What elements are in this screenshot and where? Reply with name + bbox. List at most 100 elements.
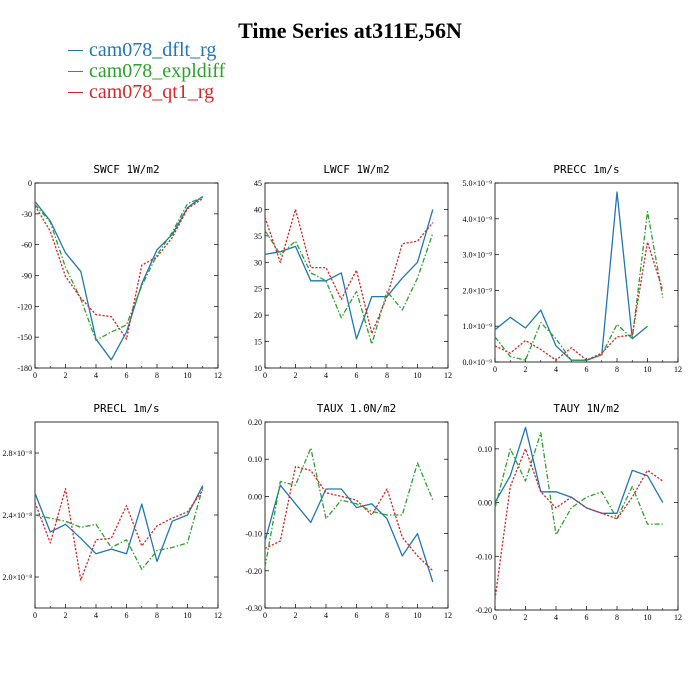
y-tick-label: 4.0×10⁻⁹: [462, 215, 492, 224]
legend-swatch: [68, 71, 83, 72]
y-tick-label: 2.0×10⁻⁸: [2, 573, 32, 582]
y-tick-label: 5.0×10⁻⁹: [462, 179, 492, 188]
panel-title: TAUY 1N/m2: [553, 402, 619, 415]
x-tick-label: 8: [615, 365, 619, 374]
series-line-qt1: [34, 488, 204, 581]
y-tick-label: 35: [254, 232, 262, 241]
y-tick-label: 0: [28, 179, 32, 188]
x-tick-label: 12: [214, 611, 222, 620]
x-tick-label: 4: [324, 611, 328, 620]
series-line-expldiff: [34, 486, 204, 570]
y-tick-label: -30: [21, 210, 32, 219]
y-tick-label: 20: [254, 311, 262, 320]
y-tick-label: -0.30: [245, 604, 262, 613]
x-tick-label: 4: [554, 613, 558, 622]
panel-title: PRECL 1m/s: [93, 402, 159, 415]
plot-frame: [264, 182, 449, 369]
series-line-expldiff: [494, 432, 663, 536]
legend-item-expldiff: cam078_expldiff: [68, 61, 225, 82]
x-tick-label: 12: [214, 371, 222, 380]
panel-title: LWCF 1W/m2: [323, 163, 389, 176]
x-tick-label: 0: [493, 613, 497, 622]
plot-frame: [34, 421, 219, 609]
x-tick-label: 6: [125, 611, 129, 620]
x-tick-label: 6: [585, 365, 589, 374]
y-tick-label: 0.00: [248, 492, 262, 501]
x-tick-label: 8: [385, 611, 389, 620]
series-line-dflt: [34, 485, 204, 563]
series-line-dflt: [264, 209, 434, 340]
y-tick-label: 2.8×10⁻⁸: [2, 449, 32, 458]
series-line-dflt: [494, 191, 648, 361]
x-tick-label: 10: [644, 365, 652, 374]
x-tick-label: 4: [554, 365, 558, 374]
x-tick-label: 8: [385, 371, 389, 380]
y-tick-label: 40: [254, 205, 262, 214]
y-tick-label: 2.4×10⁻⁸: [2, 511, 32, 520]
series-line-expldiff: [264, 447, 434, 568]
y-tick-label: 10: [254, 364, 262, 373]
y-tick-label: -90: [21, 272, 32, 281]
x-tick-label: 0: [493, 365, 497, 374]
panel-title: PRECC 1m/s: [553, 163, 619, 176]
y-tick-label: 1.0×10⁻⁹: [462, 322, 492, 331]
panel-title: TAUX 1.0N/m2: [317, 402, 396, 415]
y-tick-label: 3.0×10⁻⁹: [462, 251, 492, 260]
plot-frame: [264, 421, 449, 609]
x-tick-label: 6: [585, 613, 589, 622]
series-line-qt1: [264, 208, 434, 335]
series-line-qt1: [494, 448, 664, 600]
x-tick-label: 8: [155, 371, 159, 380]
y-tick-label: 45: [254, 179, 262, 188]
series-line-expldiff: [494, 210, 664, 361]
x-tick-label: 10: [644, 613, 652, 622]
x-tick-label: 2: [524, 365, 528, 374]
legend-swatch: [68, 92, 83, 93]
x-tick-label: 8: [615, 613, 619, 622]
y-tick-label: -0.20: [475, 606, 492, 615]
x-tick-label: 4: [324, 371, 328, 380]
x-tick-label: 2: [294, 371, 298, 380]
y-tick-label: 0.10: [248, 455, 262, 464]
legend-item-qt1: cam078_qt1_rg: [68, 82, 225, 103]
x-tick-label: 10: [414, 611, 422, 620]
y-tick-label: 0.0×10⁻⁹: [462, 358, 492, 367]
x-tick-label: 6: [355, 371, 359, 380]
y-tick-label: 15: [254, 338, 262, 347]
series-line-expldiff: [264, 230, 434, 345]
y-tick-label: -120: [17, 302, 32, 311]
x-tick-label: 0: [33, 371, 37, 380]
y-tick-label: 0.00: [478, 499, 492, 508]
legend-label: cam078_dflt_rg: [89, 39, 217, 61]
series-line-expldiff: [34, 196, 204, 341]
y-tick-label: -0.20: [245, 567, 262, 576]
panel-title: SWCF 1W/m2: [93, 163, 159, 176]
x-tick-label: 2: [64, 611, 68, 620]
x-tick-label: 2: [524, 613, 528, 622]
legend-swatch: [68, 50, 83, 51]
figure-title: Time Series at311E,56N: [238, 18, 462, 43]
y-tick-label: -60: [21, 241, 32, 250]
x-tick-label: 0: [33, 611, 37, 620]
y-tick-label: 2.0×10⁻⁹: [462, 286, 492, 295]
legend-label: cam078_expldiff: [89, 60, 226, 82]
series-line-dflt: [34, 195, 204, 361]
x-tick-label: 2: [64, 371, 68, 380]
x-tick-label: 4: [94, 371, 98, 380]
y-tick-label: 0.10: [478, 445, 492, 454]
x-tick-label: 0: [263, 371, 267, 380]
y-tick-label: -0.10: [245, 530, 262, 539]
legend-label: cam078_qt1_rg: [89, 81, 215, 103]
x-tick-label: 12: [444, 611, 452, 620]
series-line-qt1: [264, 465, 434, 572]
plot-frame: [494, 182, 679, 363]
x-tick-label: 10: [184, 371, 192, 380]
x-tick-label: 10: [184, 611, 192, 620]
y-tick-label: -150: [17, 333, 32, 342]
x-tick-label: 12: [674, 613, 682, 622]
legend-item-dflt: cam078_dflt_rg: [68, 40, 225, 61]
series-line-dflt: [264, 484, 434, 583]
x-tick-label: 10: [414, 371, 422, 380]
series-line-qt1: [494, 241, 664, 361]
x-tick-label: 4: [94, 611, 98, 620]
